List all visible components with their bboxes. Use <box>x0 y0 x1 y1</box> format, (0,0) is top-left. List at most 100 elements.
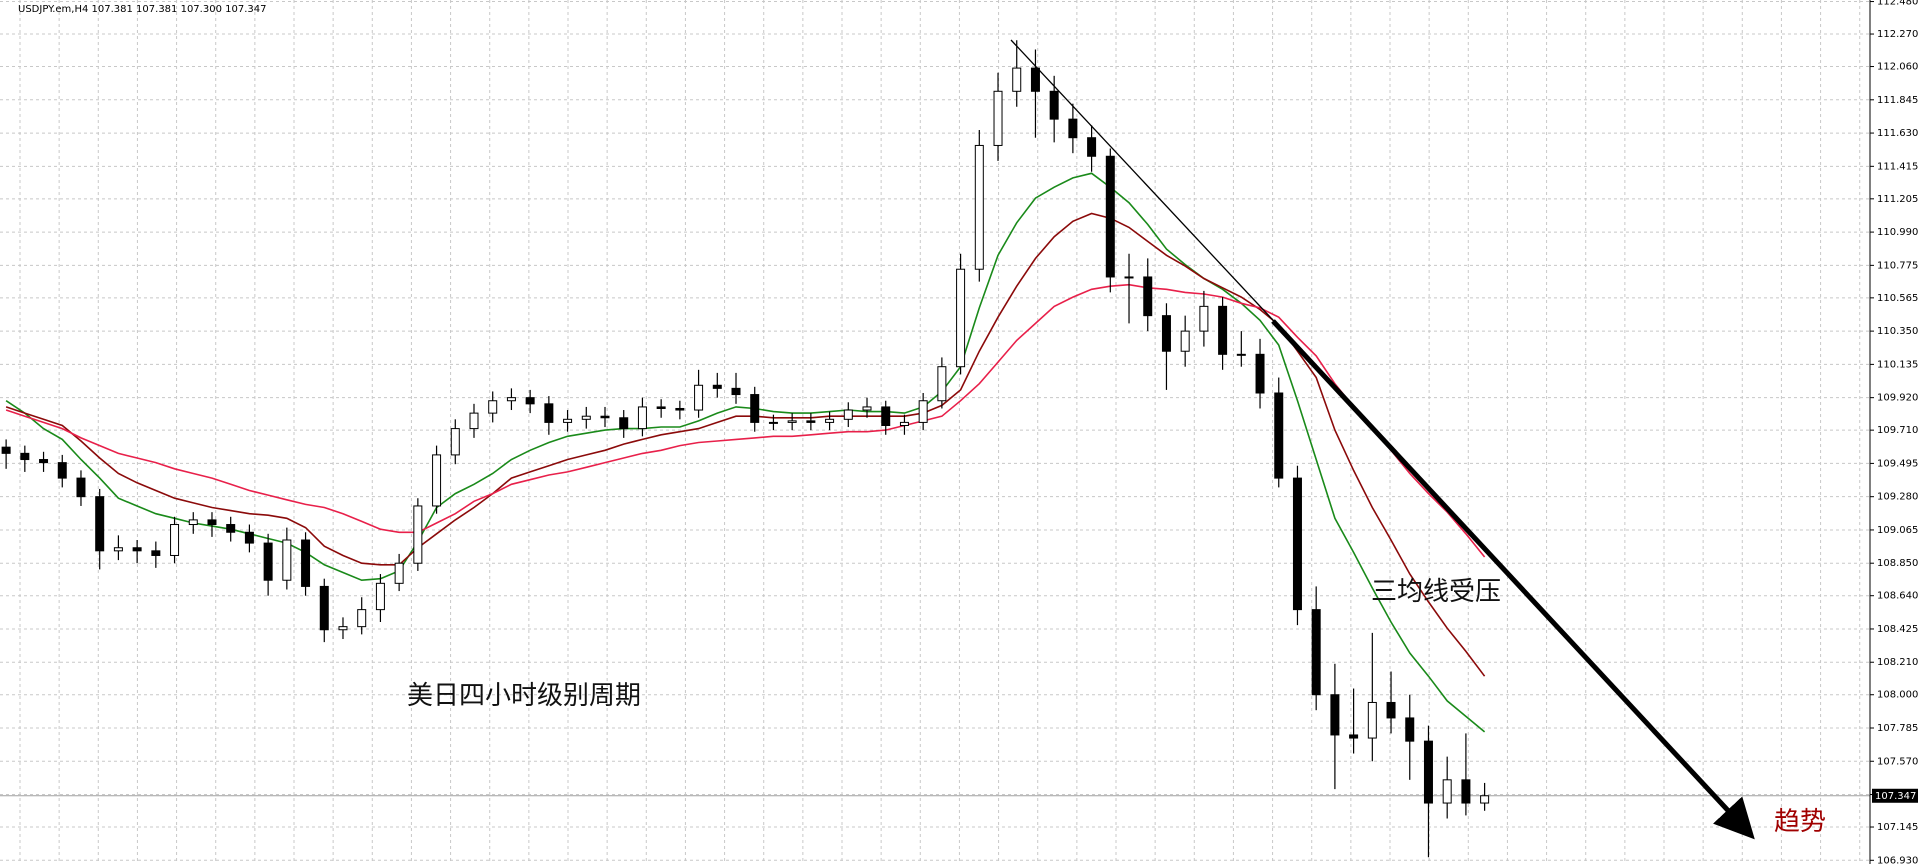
candle-body <box>768 421 778 424</box>
candle-body <box>1218 305 1228 355</box>
candle-body <box>1423 740 1433 804</box>
candle-body <box>656 406 666 409</box>
y-tick-label: 107.145 <box>1877 822 1918 833</box>
candle-body <box>1124 276 1134 279</box>
candle-body <box>113 547 123 552</box>
candle-body <box>563 418 573 423</box>
y-tick-label: 106.930 <box>1877 855 1918 864</box>
candle-body <box>993 90 1003 146</box>
candle-body <box>1442 779 1452 804</box>
candle-body <box>619 417 629 430</box>
candle-body <box>787 420 797 423</box>
candle-body <box>712 384 722 389</box>
y-tick-label: 107.570 <box>1877 756 1918 767</box>
y-tick-label: 109.495 <box>1877 458 1918 469</box>
y-tick-label: 108.425 <box>1877 624 1918 635</box>
candle-body <box>506 397 516 402</box>
y-tick-label: 108.000 <box>1877 690 1918 701</box>
candle-body <box>1461 779 1471 804</box>
candle-body <box>694 384 704 411</box>
candle-body <box>170 524 180 556</box>
y-tick-label: 108.640 <box>1877 591 1918 602</box>
candle-body <box>675 407 685 411</box>
candle-body <box>1330 694 1340 736</box>
y-tick-label: 110.775 <box>1877 260 1918 271</box>
candle-body <box>1367 701 1377 739</box>
candle-body <box>1255 353 1265 394</box>
y-tick-label: 112.270 <box>1877 29 1918 40</box>
trend-arrow <box>1271 319 1755 840</box>
candle-body <box>488 400 498 414</box>
candle-body <box>525 397 535 405</box>
current-price-label: 107.347 <box>1875 791 1916 802</box>
trend-line <box>1010 39 1301 350</box>
candle-body <box>1180 330 1190 352</box>
y-tick-label: 108.850 <box>1877 558 1918 569</box>
y-tick-label: 110.565 <box>1877 293 1918 304</box>
candle-body <box>207 519 217 526</box>
candle-body <box>1068 118 1078 139</box>
candle-body <box>301 539 311 587</box>
candle-body <box>263 542 273 581</box>
candle-body <box>1087 137 1097 157</box>
candle-body <box>1405 717 1415 742</box>
y-tick-label: 111.630 <box>1877 128 1918 139</box>
y-tick-label: 110.135 <box>1877 359 1918 370</box>
candle-body <box>1030 67 1040 92</box>
candle-body <box>1 446 11 454</box>
candle-body <box>581 415 591 420</box>
annotation: 三均线受压 <box>1371 577 1501 607</box>
y-tick-label: 111.845 <box>1877 95 1918 106</box>
moving-average-line <box>5 172 1486 733</box>
candle-body <box>918 400 928 423</box>
candle-body <box>57 462 67 479</box>
y-tick-label: 111.205 <box>1877 194 1918 205</box>
candle-body <box>1292 477 1302 611</box>
moving-averages <box>5 172 1486 733</box>
candle-body <box>881 406 891 427</box>
annotation: 趋势 <box>1774 807 1826 837</box>
candle-body <box>188 519 198 526</box>
candle-body <box>469 412 479 430</box>
candle-body <box>1199 305 1209 332</box>
y-tick-label: 109.710 <box>1877 425 1918 436</box>
y-tick-label: 107.785 <box>1877 723 1918 734</box>
y-tick-label: 109.920 <box>1877 393 1918 404</box>
moving-average-line <box>5 212 1486 677</box>
candle-body <box>806 420 816 423</box>
candle-body <box>244 531 254 544</box>
y-tick-label: 109.065 <box>1877 525 1918 536</box>
candle-body <box>974 144 984 270</box>
candle-body <box>394 562 404 584</box>
moving-average-line <box>5 283 1486 558</box>
candle-body <box>319 585 329 631</box>
candle-body <box>151 550 161 556</box>
grid <box>0 0 1870 864</box>
candle-body <box>1480 795 1490 804</box>
candle-body <box>750 394 760 423</box>
candle-body <box>132 547 142 552</box>
candle-body <box>937 366 947 402</box>
candle-body <box>1143 276 1153 317</box>
y-tick-label: 112.060 <box>1877 62 1918 73</box>
candle-body <box>544 403 554 423</box>
candles <box>1 40 1490 858</box>
annotation: 美日四小时级别周期 <box>407 681 641 711</box>
price-axis-labels: 112.480 112.270 112.060 111.845 111.630 111.4… <box>1870 0 1918 864</box>
candle-body <box>413 505 423 564</box>
candle-body <box>731 387 741 396</box>
y-tick-label: 111.415 <box>1877 161 1918 172</box>
candle-body <box>1236 353 1246 356</box>
candle-body <box>1049 90 1059 120</box>
candle-body <box>375 582 385 611</box>
candle-body <box>1161 315 1171 352</box>
candle-body <box>432 454 442 507</box>
chart-title: USDJPY.em,H4 107.381 107.381 107.300 107… <box>18 4 266 15</box>
y-tick-label: 110.990 <box>1877 227 1918 238</box>
candle-body <box>1274 392 1284 479</box>
candle-body <box>1349 734 1359 739</box>
candle-body <box>76 477 86 498</box>
candle-body <box>338 626 348 631</box>
